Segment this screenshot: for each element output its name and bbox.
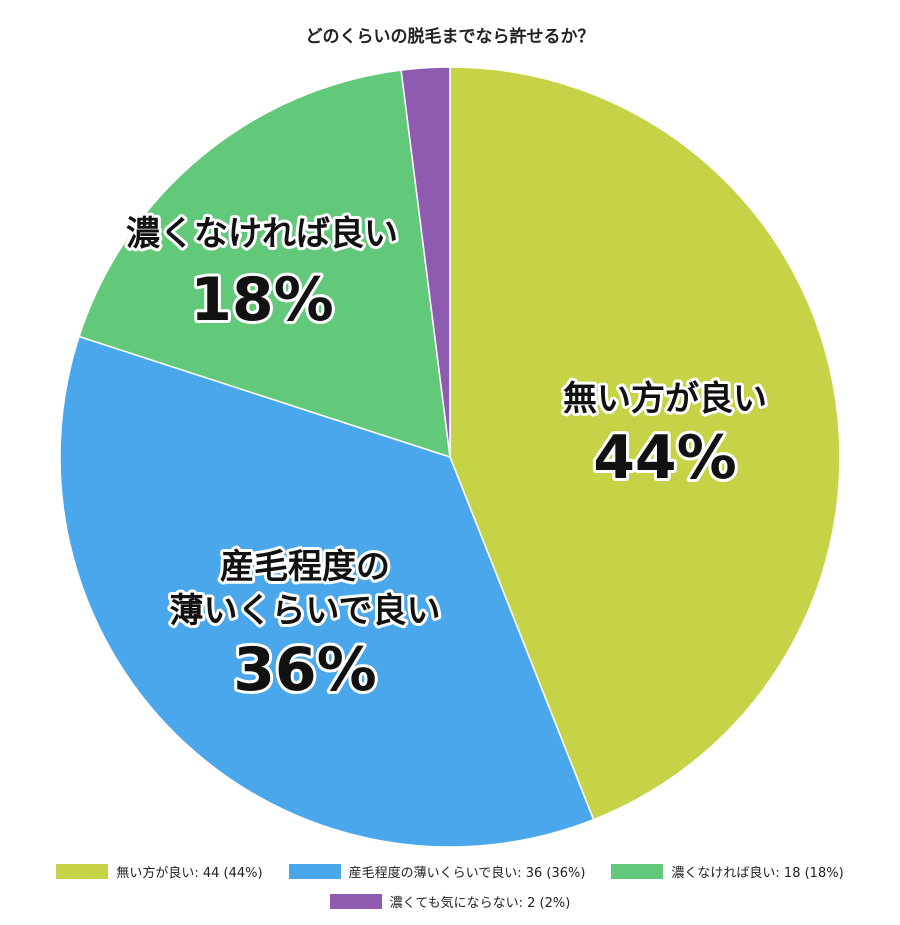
legend-swatch [288, 864, 341, 879]
legend-item: 濃くなければ良い: 18 (18%) [611, 862, 844, 881]
legend-item: 無い方が良い: 44 (44%) [56, 862, 263, 881]
slice-percent-label: 36% [233, 635, 377, 705]
legend-label: 濃くても気にならない: 2 (2%) [389, 896, 571, 911]
legend-item: 濃くても気にならない: 2 (2%) [329, 892, 571, 911]
slice-label: 無い方が良い [563, 379, 767, 419]
legend-label: 無い方が良い: 44 (44%) [116, 866, 263, 881]
pie-slice [449, 66, 841, 821]
slice-percent-label: 18% [190, 265, 334, 335]
chart-title: どのくらいの脱毛までなら許せるか？ [305, 27, 595, 47]
legend-item: 産毛程度の薄いくらいで良い: 36 (36%) [288, 862, 586, 881]
legend-row-2: 濃くても気にならない: 2 (2%) [0, 892, 900, 911]
pie-slice [400, 66, 451, 458]
slice-label: 産毛程度の [220, 547, 390, 587]
slice-label: 濃くなければ良い [126, 214, 398, 254]
pie-slice [59, 335, 595, 848]
slice-label: 薄いくらいで良い [170, 591, 441, 631]
legend-swatch [329, 894, 382, 909]
pie-slice [78, 69, 451, 459]
slice-percent-label: 44% [593, 423, 737, 493]
legend-swatch [56, 864, 109, 879]
legend-swatch [611, 864, 664, 879]
legend-row-1: 無い方が良い: 44 (44%) 産毛程度の薄いくらいで良い: 36 (36%) 濃… [0, 862, 900, 881]
legend-label: 濃くなければ良い: 18 (18%) [671, 866, 844, 881]
legend-label: 産毛程度の薄いくらいで良い: 36 (36%) [348, 866, 586, 881]
